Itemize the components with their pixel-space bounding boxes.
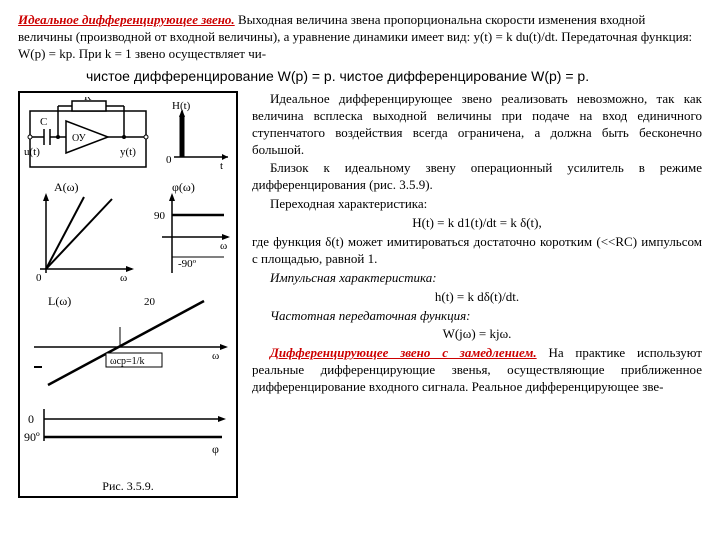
- diagram-svg: R C u(t) ОУ y(t): [24, 97, 232, 477]
- label-phi: φ(ω): [172, 180, 195, 194]
- two-column-layout: R C u(t) ОУ y(t): [18, 91, 702, 499]
- figure-column: R C u(t) ОУ y(t): [18, 91, 238, 499]
- label-wL: ω: [212, 350, 219, 362]
- label-t: t: [220, 160, 223, 172]
- label-902: 90º: [24, 430, 40, 444]
- label-wcp: ωср=1/k: [110, 356, 144, 367]
- label-A: A(ω): [54, 180, 79, 194]
- label-y: y(t): [120, 146, 136, 158]
- para-1: Идеальное дифференцирующее звено реализо…: [252, 91, 702, 159]
- heading-delay: Дифференцирующее звено с замедлением.: [270, 345, 537, 360]
- label-wphi: ω: [220, 240, 227, 252]
- para-2: Близок к идеальному звену операционный у…: [252, 160, 702, 194]
- para-5: Импульсная характеристика:: [252, 270, 702, 287]
- label-20: 20: [144, 296, 156, 308]
- label-u: u(t): [24, 146, 40, 158]
- para-4: где функция δ(t) может имитироваться дос…: [252, 234, 702, 268]
- label-L: L(ω): [48, 294, 71, 308]
- label-90: 90: [154, 210, 166, 222]
- label-zeroA: 0: [36, 272, 42, 284]
- label-wA: ω: [120, 272, 127, 284]
- top-paragraph: Идеальное дифференцирующее звено. Выходн…: [18, 12, 702, 63]
- figure-frame: R C u(t) ОУ y(t): [18, 91, 238, 499]
- eq-2: h(t) = k dδ(t)/dt.: [252, 289, 702, 306]
- para-6: Частотная передаточная функция:: [252, 308, 702, 325]
- para-7: Дифференцирующее звено с замедлением. На…: [252, 345, 702, 396]
- label-phi2: φ: [212, 442, 219, 456]
- label-R: R: [84, 97, 92, 103]
- eq-1: H(t) = k d1(t)/dt = k δ(t),: [252, 215, 702, 232]
- inserted-line: чистое дифференцирование W(p) = p. чисто…: [18, 67, 702, 85]
- label-H: H(t): [172, 100, 191, 112]
- label-C: C: [40, 116, 47, 128]
- label-minus90: -90º: [178, 258, 197, 270]
- text-column: Идеальное дифференцирующее звено реализо…: [252, 91, 702, 499]
- label-oy: ОУ: [72, 133, 87, 144]
- para-3: Переходная характеристика:: [252, 196, 702, 213]
- eq-3: W(jω) = kjω.: [252, 326, 702, 343]
- figure-caption: Рис. 3.5.9.: [24, 479, 232, 495]
- heading-ideal: Идеальное дифференцирующее звено.: [18, 12, 235, 27]
- label-zero-ht: 0: [166, 154, 172, 166]
- label-zero2: 0: [28, 412, 34, 426]
